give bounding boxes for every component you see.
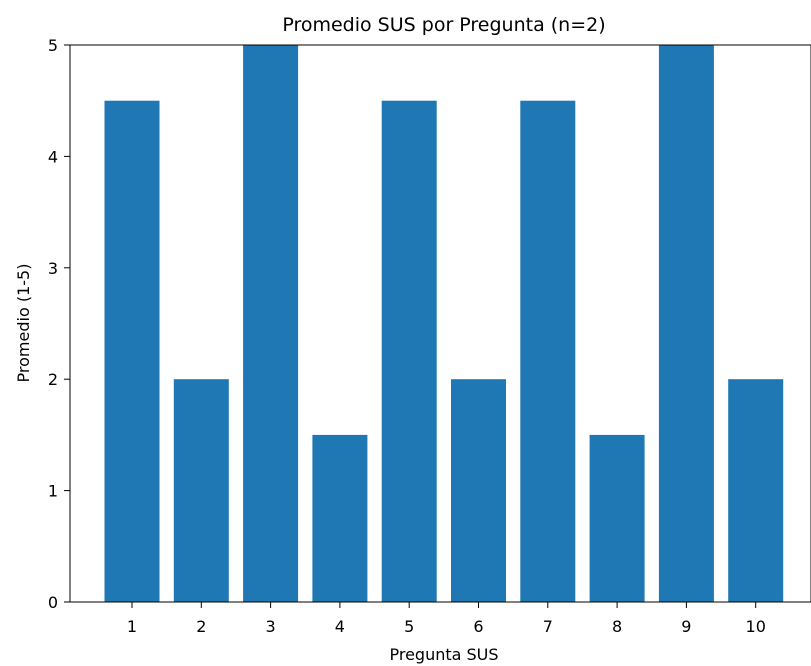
x-tick-label: 8	[612, 617, 622, 636]
bar-pregunta-5	[381, 100, 437, 602]
bar-pregunta-7	[520, 100, 576, 602]
x-tick-label: 7	[543, 617, 553, 636]
bar-pregunta-3	[243, 45, 299, 602]
x-axis-ticks: 1 2 3 4 5 6 7 8 9 10	[127, 602, 766, 636]
x-tick-label: 10	[746, 617, 766, 636]
y-tick-label: 5	[48, 36, 58, 55]
bar-pregunta-6	[451, 379, 506, 602]
bar-pregunta-8	[589, 434, 645, 602]
y-axis-ticks: 0 1 2 3 4 5	[48, 36, 70, 612]
bar-pregunta-9	[658, 45, 714, 602]
y-axis-label: Promedio (1-5)	[14, 264, 33, 383]
x-axis-label: Pregunta SUS	[389, 645, 498, 664]
x-tick-label: 2	[196, 617, 206, 636]
bar-pregunta-4	[312, 434, 368, 602]
y-tick-label: 0	[48, 593, 58, 612]
x-tick-label: 3	[266, 617, 276, 636]
x-tick-label: 4	[335, 617, 345, 636]
x-tick-label: 9	[681, 617, 691, 636]
bars-group	[104, 45, 784, 602]
plot-frame	[69, 44, 811, 603]
y-tick-label: 4	[48, 147, 58, 166]
bar-pregunta-10	[728, 379, 784, 602]
bar-pregunta-2	[173, 379, 229, 602]
y-tick-label: 3	[48, 259, 58, 278]
x-tick-label: 5	[404, 617, 414, 636]
y-tick-label: 1	[48, 482, 58, 501]
y-tick-label: 2	[48, 370, 58, 389]
x-tick-label: 1	[127, 617, 137, 636]
bar-pregunta-1	[104, 100, 160, 602]
chart-title: Promedio SUS por Pregunta (n=2)	[282, 14, 605, 36]
x-tick-label: 6	[473, 617, 483, 636]
